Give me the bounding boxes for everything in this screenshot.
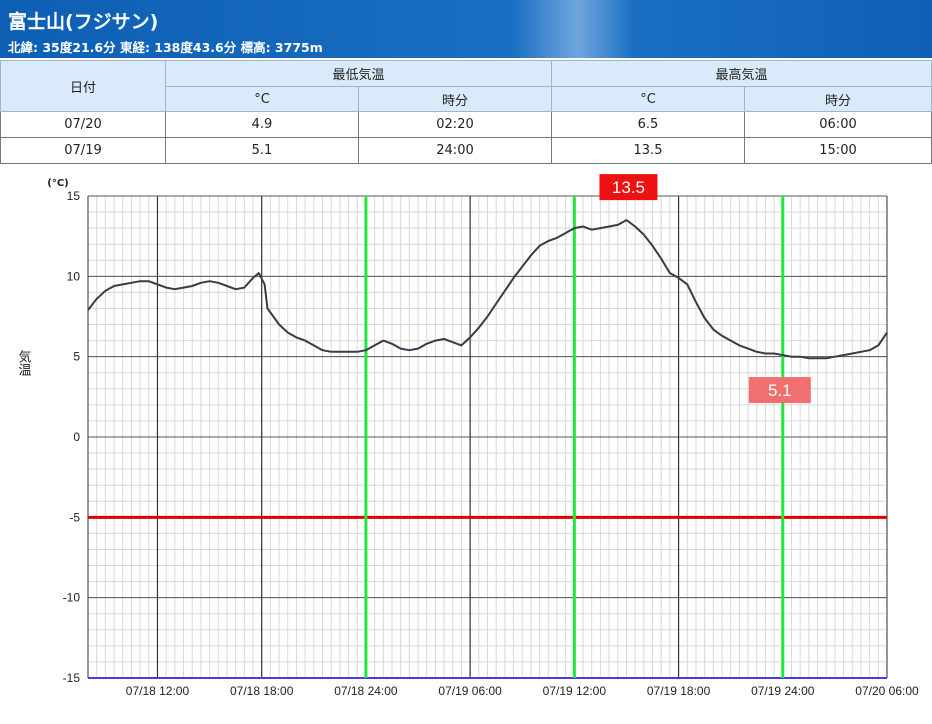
y-axis-title: 気温 [16, 349, 32, 376]
x-tick-label: 07/19 18:00 [647, 684, 711, 698]
min-temp-header: 最低気温 [165, 60, 552, 87]
row-min-c: 5.1 [165, 137, 359, 164]
x-tick-label: 07/20 06:00 [855, 684, 919, 698]
page-title: 富士山(フジサン) [8, 11, 159, 33]
temperature-series-line [87, 219, 888, 360]
row-min-time: 24:00 [358, 137, 552, 164]
y-tick-label: 15 [67, 189, 81, 203]
y-unit-label: (°C) [47, 178, 68, 189]
max-temp-header: 最高気温 [551, 60, 932, 87]
x-tick-label: 07/19 24:00 [751, 684, 815, 698]
table-row: 07/20 4.9 02:20 6.5 06:00 [0, 111, 932, 138]
min-time-header: 時分 [358, 86, 552, 112]
annotation-box [748, 377, 811, 404]
row-min-time: 02:20 [358, 111, 552, 138]
y-tick-label: -5 [69, 510, 80, 524]
min-unit-header: °C [165, 86, 359, 112]
max-time-header: 時分 [744, 86, 932, 112]
x-tick-label: 07/18 24:00 [334, 684, 398, 698]
row-date: 07/19 [0, 137, 166, 164]
y-tick-label: -10 [63, 591, 81, 605]
row-max-c: 13.5 [551, 137, 745, 164]
location-subtitle: 北緯: 35度21.6分 東経: 138度43.6分 標高: 3775m [8, 40, 323, 55]
x-tick-label: 07/18 12:00 [126, 684, 190, 698]
y-tick-label: 10 [67, 269, 81, 283]
row-max-time: 15:00 [744, 137, 932, 164]
annotation-label: 5.1 [768, 381, 792, 400]
y-tick-label: 0 [73, 430, 80, 444]
row-max-c: 6.5 [551, 111, 745, 138]
x-tick-label: 07/19 12:00 [543, 684, 607, 698]
temperature-table: 日付 最低気温 最高気温 °C 時分 °C 時分 07/20 4.9 02:20… [0, 60, 932, 164]
y-tick-label: 5 [73, 350, 80, 364]
temperature-chart: 15 10 5 0 -5 -10 -15 07/18 12:00 07/18 18:00 07/1… [16, 174, 919, 698]
header-bar: 富士山(フジサン) 北緯: 35度21.6分 東経: 138度43.6分 標高:… [0, 0, 932, 58]
row-date: 07/20 [0, 111, 166, 138]
max-unit-header: °C [551, 86, 745, 112]
x-tick-label: 07/19 06:00 [438, 684, 502, 698]
y-tick-label: -15 [63, 671, 81, 685]
date-header: 日付 [0, 60, 166, 112]
annotation-box [599, 174, 658, 201]
annotation-label: 13.5 [612, 178, 645, 197]
x-tick-label: 07/18 18:00 [230, 684, 294, 698]
row-min-c: 4.9 [165, 111, 359, 138]
row-max-time: 06:00 [744, 111, 932, 138]
table-row: 07/19 5.1 24:00 13.5 15:00 [0, 137, 932, 164]
